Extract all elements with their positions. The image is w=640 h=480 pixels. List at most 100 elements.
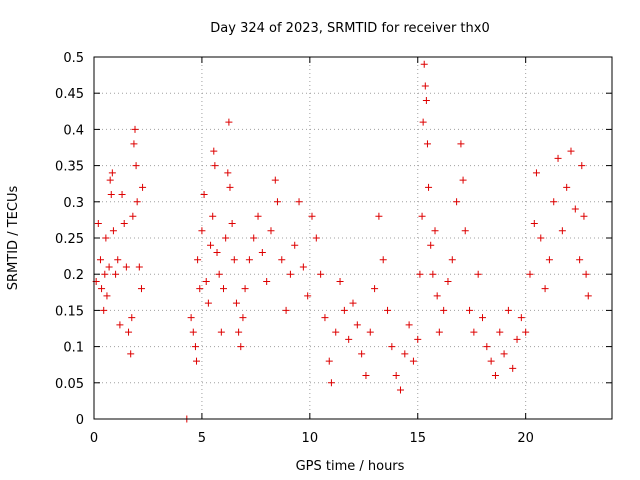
data-point (122, 263, 130, 271)
data-point (105, 263, 113, 271)
data-point (545, 256, 553, 264)
data-point (198, 227, 206, 235)
data-point (509, 364, 517, 372)
grid-lines (94, 57, 612, 419)
data-point (112, 270, 120, 278)
x-tick-label: 10 (302, 431, 319, 446)
data-point (193, 357, 201, 365)
data-point (563, 183, 571, 191)
data-point (418, 212, 426, 220)
data-point (327, 379, 335, 387)
y-tick-label: 0.25 (55, 232, 84, 247)
data-point (483, 343, 491, 351)
data-point (317, 270, 325, 278)
plot-frame (93, 56, 613, 420)
data-point (137, 285, 145, 293)
data-point (207, 241, 215, 249)
data-point (106, 176, 114, 184)
data-point (291, 241, 299, 249)
data-point (457, 140, 465, 148)
data-point (409, 357, 417, 365)
data-point (133, 198, 141, 206)
data-point (504, 306, 512, 314)
data-point (422, 96, 430, 104)
y-axis-label: SRMTID / TECUs (6, 186, 21, 291)
data-point (191, 343, 199, 351)
data-point (271, 176, 279, 184)
data-point (226, 183, 234, 191)
data-point (101, 270, 109, 278)
data-point (440, 306, 448, 314)
data-point (332, 328, 340, 336)
data-point (433, 292, 441, 300)
x-tick-label: 20 (517, 431, 534, 446)
data-point (396, 386, 404, 394)
data-point (237, 343, 245, 351)
data-point (304, 292, 312, 300)
data-point (461, 227, 469, 235)
data-point (522, 328, 530, 336)
data-point (500, 350, 508, 358)
y-tick-label: 0.4 (63, 123, 84, 138)
data-point (204, 299, 212, 307)
data-point (496, 328, 504, 336)
data-point (215, 270, 223, 278)
data-point (225, 118, 233, 126)
data-point (340, 306, 348, 314)
data-point (189, 328, 197, 336)
data-point (196, 285, 204, 293)
data-point (414, 335, 422, 343)
data-point (114, 256, 122, 264)
data-point (444, 277, 452, 285)
y-tick-label: 0.35 (55, 160, 84, 175)
data-point (250, 234, 258, 242)
x-tick-label: 0 (90, 431, 98, 446)
data-point (423, 140, 431, 148)
data-point (217, 328, 225, 336)
data-point (388, 343, 396, 351)
data-point (420, 60, 428, 68)
data-point (241, 285, 249, 293)
data-point (345, 335, 353, 343)
data-point (286, 270, 294, 278)
data-point (466, 306, 474, 314)
data-point (131, 125, 139, 133)
data-point (419, 118, 427, 126)
y-tick-label: 0.3 (63, 196, 84, 211)
data-point (371, 285, 379, 293)
data-point (107, 191, 115, 199)
data-point (491, 372, 499, 380)
data-point (135, 263, 143, 271)
data-point (550, 198, 558, 206)
data-point (554, 154, 562, 162)
data-point (267, 227, 275, 235)
data-point (325, 357, 333, 365)
data-point (235, 328, 243, 336)
data-point (263, 277, 271, 285)
data-point (258, 248, 266, 256)
data-point (125, 328, 133, 336)
data-point (513, 335, 521, 343)
data-point (202, 277, 210, 285)
data-point (401, 350, 409, 358)
axis-ticks: 0 0.05 0.1 0.15 0.2 0.25 0.3 0.35 0.4 0.45 0.5 0 5 10… (55, 51, 612, 446)
data-point (213, 248, 221, 256)
y-tick-label: 0 (76, 413, 84, 428)
data-point (431, 227, 439, 235)
data-point (405, 321, 413, 329)
data-point (532, 169, 540, 177)
data-point (254, 212, 262, 220)
data-point (416, 270, 424, 278)
data-points (92, 60, 592, 423)
data-point (194, 256, 202, 264)
data-point (358, 350, 366, 358)
data-point (526, 270, 534, 278)
data-point (530, 220, 538, 228)
data-point (312, 234, 320, 242)
data-point (321, 314, 329, 322)
data-point (109, 227, 117, 235)
data-point (139, 183, 147, 191)
y-tick-label: 0.2 (63, 268, 84, 283)
data-point (96, 256, 104, 264)
y-tick-label: 0.45 (55, 87, 84, 102)
